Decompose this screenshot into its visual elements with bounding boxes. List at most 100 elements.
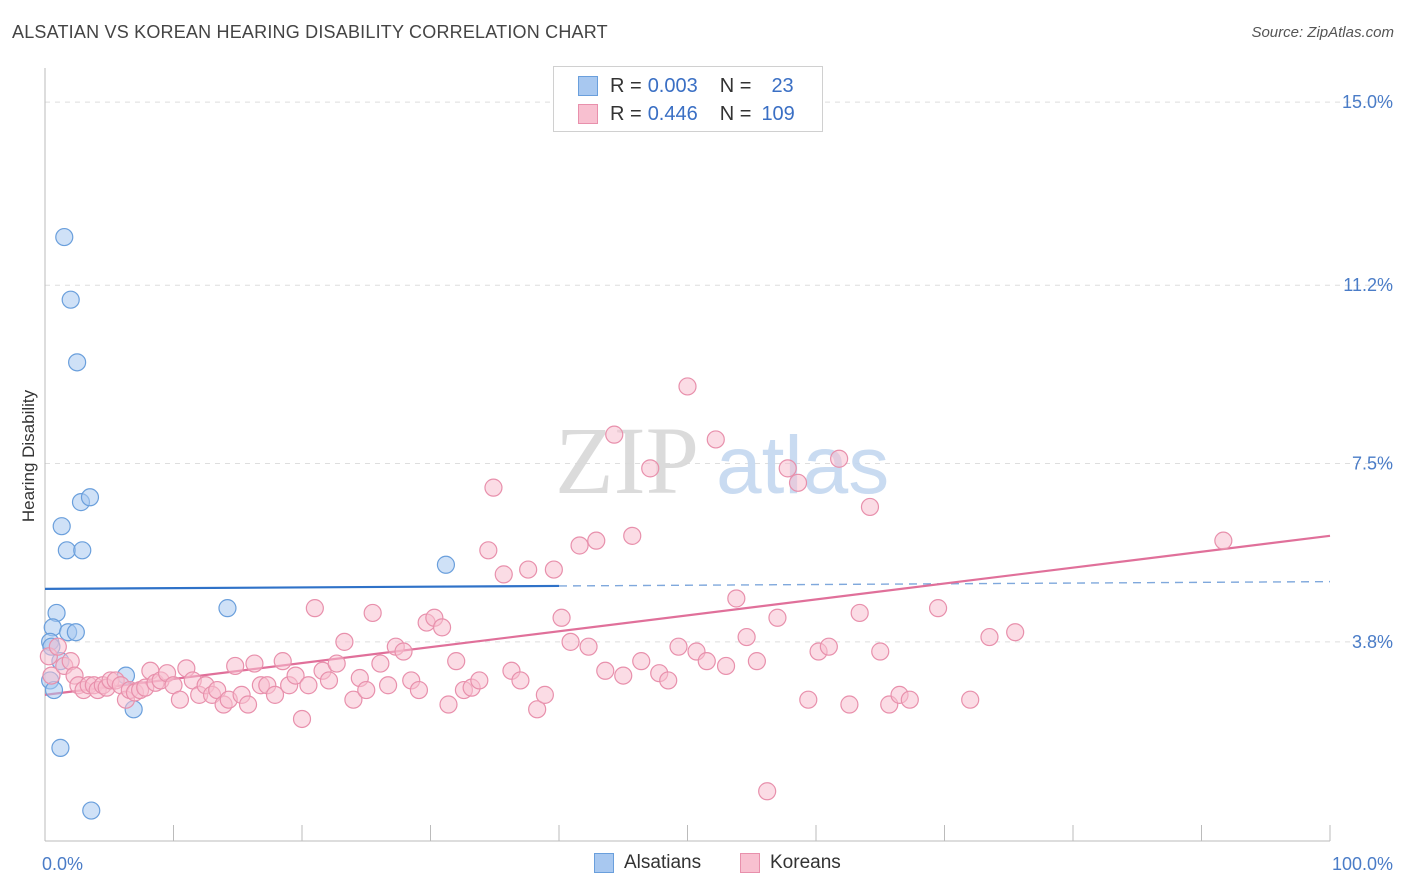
korean-point	[447, 652, 466, 671]
legend-row-alsatians: R = 0.003 N = 23	[578, 73, 794, 99]
koreans-swatch	[740, 853, 760, 873]
korean-point	[860, 497, 880, 517]
korean-point	[494, 565, 513, 584]
n-value: 23	[771, 74, 794, 97]
korean-point	[335, 632, 354, 651]
alsatian-point	[55, 227, 74, 247]
korean-point	[344, 690, 363, 709]
korean-point	[799, 690, 818, 709]
legend-label-alsatians: Alsatians	[624, 852, 702, 873]
x-tick-label: 100.0%	[1332, 854, 1393, 874]
korean-point	[830, 449, 849, 468]
korean-point	[778, 459, 797, 478]
alsatian-point	[218, 599, 237, 618]
korean-point	[819, 637, 838, 656]
alsatians-swatch	[594, 853, 614, 873]
korean-point	[596, 661, 615, 680]
korean-point	[928, 599, 948, 618]
axes	[44, 68, 1331, 842]
korean-point	[511, 671, 530, 690]
korean-point	[570, 536, 589, 555]
korean-point	[432, 618, 452, 637]
y-tick-label: 7.5%	[1352, 454, 1393, 474]
korean-point	[371, 654, 390, 673]
korean-point	[238, 695, 258, 714]
y-tick-label: 11.2%	[1343, 275, 1393, 295]
korean-point	[170, 690, 190, 709]
korean-point	[484, 478, 503, 497]
korean-point	[378, 676, 398, 695]
korean-point	[632, 652, 651, 671]
korean-point	[659, 671, 678, 690]
korean-point	[319, 671, 339, 690]
korean-point	[1214, 531, 1233, 550]
source-label: Source: ZipAtlas.com	[1251, 24, 1394, 41]
korean-point	[226, 656, 245, 676]
korean-point	[614, 666, 633, 685]
korean-point	[871, 642, 890, 661]
korean-point	[409, 680, 429, 700]
y-axis-title: Hearing Disability	[19, 389, 38, 522]
korean-point	[286, 666, 305, 685]
korean-point	[623, 526, 642, 545]
alsatian-point	[66, 623, 85, 642]
alsatian-point	[68, 353, 87, 372]
korean-point	[42, 666, 61, 685]
korean-point	[327, 654, 346, 673]
watermark-atlas: atlas	[716, 420, 889, 511]
alsatian-trend-line	[44, 584, 560, 590]
korean-point	[305, 599, 324, 618]
x-tick-label: 0.0%	[42, 854, 83, 874]
korean-point	[528, 700, 547, 719]
r-value: 0.446	[647, 102, 698, 125]
korean-point	[299, 676, 318, 695]
korean-point	[519, 560, 538, 579]
korean-point	[48, 637, 67, 656]
korean-point	[394, 642, 413, 661]
chart-title: ALSATIAN VS KOREAN HEARING DISABILITY CO…	[12, 22, 608, 42]
korean-point	[961, 690, 980, 709]
grid-lines	[45, 101, 1395, 643]
r-value: 0.003	[647, 74, 698, 97]
alsatian-point	[61, 290, 80, 309]
korean-point	[641, 459, 660, 478]
korean-point	[357, 680, 376, 700]
korean-point	[678, 377, 697, 396]
alsatian-point	[82, 801, 101, 820]
korean-point	[552, 608, 571, 627]
legend-item-alsatians[interactable]: Alsatians	[594, 852, 701, 874]
alsatian-point	[52, 517, 71, 536]
alsatian-point	[436, 555, 456, 574]
korean-point	[245, 654, 264, 673]
legend-label-koreans: Koreans	[770, 852, 841, 873]
korean-point	[900, 690, 919, 709]
koreans-swatch	[578, 104, 598, 124]
korean-point	[544, 560, 563, 579]
korean-point	[273, 652, 292, 671]
korean-point	[716, 656, 736, 676]
korean-point	[479, 541, 498, 560]
data-points	[39, 227, 1233, 820]
legend-item-koreans[interactable]: Koreans	[740, 852, 841, 874]
korean-point	[727, 589, 746, 608]
korean-point	[669, 637, 688, 656]
korean-point	[758, 782, 777, 801]
stats-legend: R = 0.003 N = 23 R = 0.446 N = 109	[553, 66, 823, 132]
korean-point	[579, 637, 598, 656]
alsatian-point	[51, 738, 70, 757]
korean-point	[697, 652, 716, 671]
korean-point	[1006, 623, 1025, 642]
korean-point	[535, 685, 554, 704]
korean-point	[292, 709, 312, 729]
korean-point	[470, 671, 489, 690]
korean-point	[980, 627, 999, 647]
korean-point	[439, 695, 458, 714]
korean-point	[561, 632, 580, 651]
tick-labels: 3.8% 7.5% 11.2% 15.0% 0.0% 100.0%	[42, 92, 1393, 874]
r-label: R =	[610, 102, 642, 125]
n-label: N =	[719, 74, 752, 97]
watermark-zip: ZIP	[555, 407, 699, 514]
korean-point	[850, 603, 869, 623]
korean-point	[706, 430, 725, 449]
